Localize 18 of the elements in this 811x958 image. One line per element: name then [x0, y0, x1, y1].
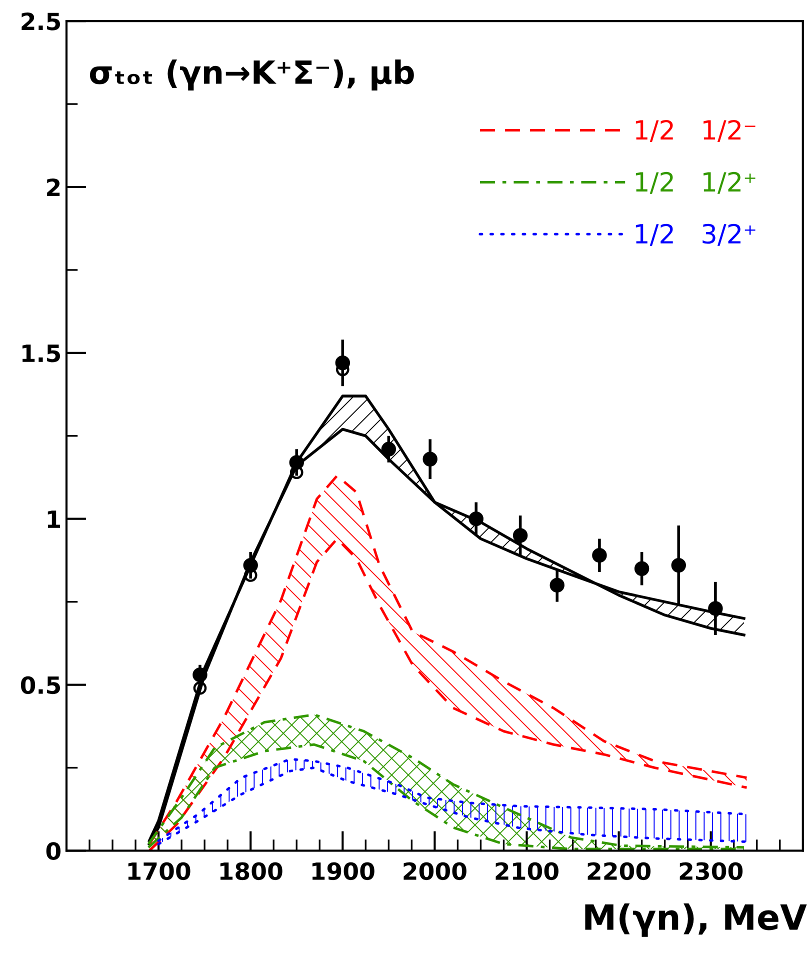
y-tick-label: 2.5 [22, 12, 60, 30]
x-tick-label: 2300 [680, 862, 743, 880]
y-tick-label: 1.5 [22, 344, 60, 362]
x-tick-label: 2100 [496, 862, 558, 880]
y-tick-label: 1 [48, 510, 60, 528]
x-tick-label: 2200 [588, 862, 651, 880]
y-tick-label: 2 [47, 178, 60, 196]
y-tick-label: 0 [46, 842, 61, 860]
text: 1/2 3/2⁺ [636, 224, 756, 246]
y-tick-label: 0.5 [20, 676, 60, 694]
x-tick-label: 1900 [312, 862, 374, 880]
text: 1/2 1/2⁺ [636, 172, 756, 194]
x-axis-title: M(γn), MeV [585, 903, 807, 937]
text: σₜₒₜ (γn→K⁺Σ⁻), μb [90, 60, 414, 90]
x-tick-label: 2000 [404, 862, 466, 880]
text: 1/2 1/2⁻ [636, 120, 756, 142]
x-tick-label: 1700 [128, 862, 190, 880]
x-tick-label: 1800 [220, 862, 282, 880]
